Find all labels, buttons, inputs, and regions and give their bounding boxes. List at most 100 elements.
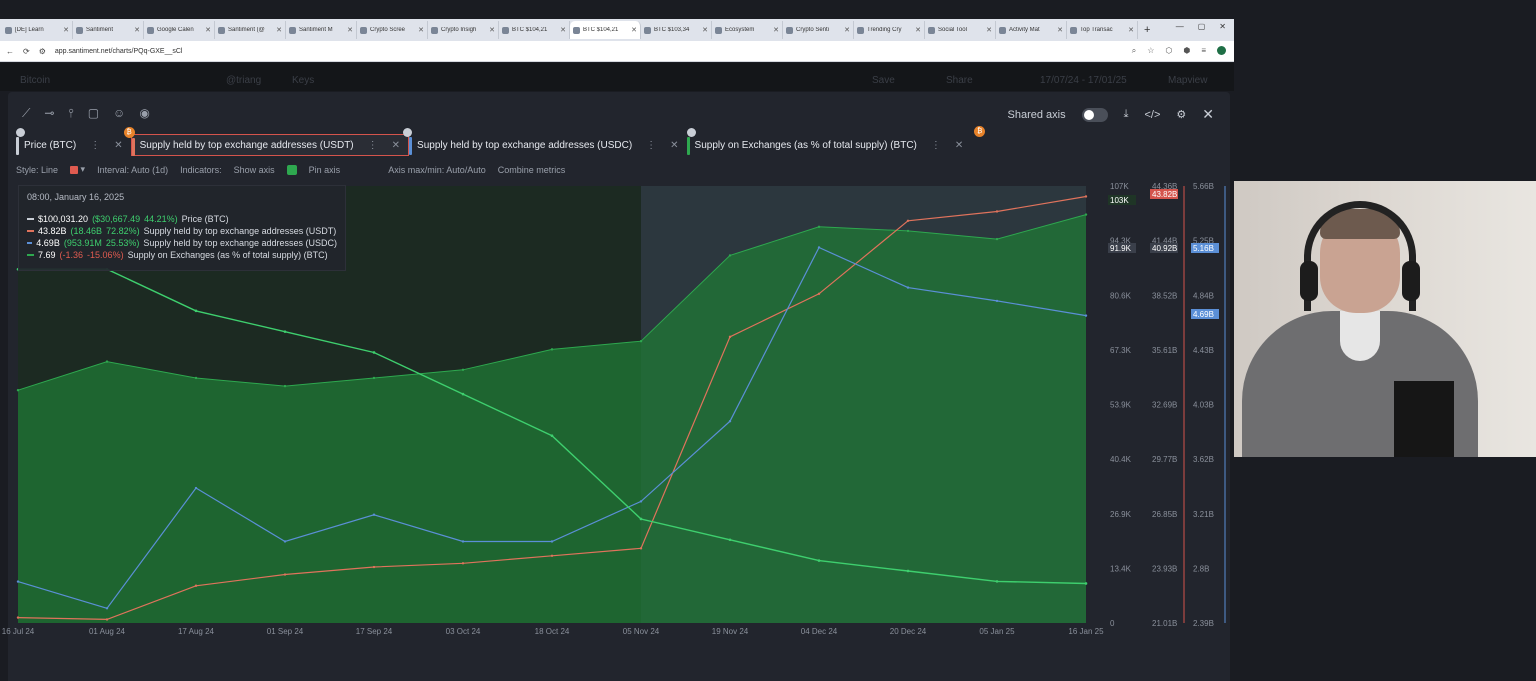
axis-marker-bg — [1191, 243, 1219, 253]
style-select[interactable]: Style: Line — [16, 164, 59, 175]
browser-tab[interactable]: Ecosystem ✕ — [712, 21, 783, 39]
metric-remove-icon[interactable]: ✕ — [391, 139, 401, 151]
browser-tab[interactable]: BTC $104,21 ✕ — [570, 21, 641, 39]
usdt-point — [372, 565, 376, 569]
embed-code-icon[interactable]: </> — [1144, 108, 1161, 121]
axis-minmax-select[interactable]: Axis max/min: Auto/Auto — [388, 164, 486, 175]
axis-marker-label: 103K — [1110, 196, 1129, 205]
headphones-icon — [1304, 201, 1416, 311]
minimize-icon[interactable]: — — [1175, 22, 1184, 31]
browser-tab[interactable]: Santiment M ✕ — [286, 21, 357, 39]
emoji-tool-icon[interactable]: ☺ — [113, 106, 126, 120]
site-info-icon[interactable]: ⚙ — [38, 46, 46, 56]
metric-menu-icon[interactable]: ⋮ — [367, 139, 378, 151]
browser-tab[interactable]: BTC $103,34 ✕ — [641, 21, 712, 39]
x-tick-label: 16 Jan 25 — [1068, 627, 1104, 636]
download-icon[interactable]: ⤓ — [1123, 108, 1129, 120]
browser-tab[interactable]: Santiment (@ ✕ — [215, 21, 286, 39]
download-icon[interactable]: ≡ — [1201, 46, 1206, 55]
tab-close-icon[interactable]: ✕ — [418, 27, 424, 34]
tab-close-icon[interactable]: ✕ — [276, 27, 282, 34]
usdt-point — [16, 616, 20, 619]
browser-tab[interactable]: Social Tool ✕ — [925, 21, 996, 39]
show-axis-checkbox[interactable] — [286, 164, 297, 175]
zoom-icon[interactable]: ⌕ — [1131, 46, 1137, 55]
browser-tab[interactable]: Santiment ✕ — [73, 21, 144, 39]
url-text[interactable]: app.santiment.net/charts/PQq-GXE__sCl — [54, 47, 183, 55]
tab-close-icon[interactable]: ✕ — [773, 27, 779, 34]
metric-chip-supply-on-exchanges[interactable]: Supply on Exchanges (as % of total suppl… — [686, 126, 986, 156]
combine-metrics-button[interactable]: Combine metrics — [497, 164, 566, 175]
browser-tab[interactable]: Crypto Insigh ✕ — [428, 21, 499, 39]
new-tab-icon[interactable]: + — [1144, 24, 1151, 36]
chart-tooltip: 08:00, January 16, 2025 $100,031.20 ($30,… — [18, 185, 346, 271]
x-tick-label: 04 Dec 24 — [801, 627, 838, 636]
metric-color-bar — [409, 137, 413, 155]
tab-close-icon[interactable]: ✕ — [63, 27, 69, 34]
back-icon[interactable]: ← — [6, 46, 14, 56]
price-point — [550, 348, 554, 351]
metric-menu-icon[interactable]: ⋮ — [90, 139, 101, 151]
y-tick-label: 3.62B — [1193, 455, 1214, 464]
hline-tool-icon[interactable]: ⊸ — [44, 106, 55, 120]
settings-gear-icon[interactable]: ⚙ — [1176, 109, 1187, 121]
reload-icon[interactable]: ⟳ — [23, 46, 30, 56]
browser-tab[interactable]: Activity Mat ✕ — [996, 21, 1067, 39]
line-tool-icon[interactable]: ⟋ — [22, 106, 31, 120]
metric-menu-icon[interactable]: ⋮ — [646, 139, 657, 151]
eye-icon[interactable]: ◉ — [139, 106, 150, 120]
metric-chip-usdc[interactable]: Supply held by top exchange addresses (U… — [403, 128, 687, 156]
y-tick-label: 29.77B — [1152, 455, 1177, 464]
browser-tab[interactable]: Top Transac ✕ — [1067, 21, 1138, 39]
tab-close-icon[interactable]: ✕ — [134, 27, 140, 34]
metric-chip-usdt[interactable]: ₿ Supply held by top exchange addresses … — [123, 127, 410, 156]
browser-tab[interactable]: Crypto Senti ✕ — [783, 21, 854, 39]
tab-close-icon[interactable]: ✕ — [205, 27, 211, 34]
address-bar[interactable]: ← ⟳ ⚙ app.santiment.net/charts/PQq-GXE__… — [0, 41, 1234, 62]
chart-canvas[interactable]: 16 Jul 24 01 Aug 24 17 Aug 24 01 Sep 24 17 S… — [0, 0, 1234, 681]
indicators-select[interactable]: Indicators: — [180, 164, 222, 175]
color-swatch[interactable]: ▾ — [70, 164, 85, 175]
tab-close-icon[interactable]: ✕ — [702, 27, 708, 34]
chart-actions: Shared axis ⤓ </> ⚙ ✕ — [1008, 106, 1214, 123]
metric-remove-icon[interactable]: ✕ — [114, 139, 123, 151]
bg-range: 17/07/24 - 17/01/25 — [1040, 75, 1127, 86]
tab-close-icon[interactable]: ✕ — [844, 27, 850, 34]
extension-icon[interactable]: ⬡ — [1165, 46, 1173, 55]
pin-axis-option[interactable]: Pin axis — [308, 164, 341, 175]
browser-tab[interactable]: [DE] Learn ✕ — [2, 21, 73, 39]
close-icon[interactable]: ✕ — [1202, 106, 1214, 122]
vline-tool-icon[interactable]: ⫯ — [68, 106, 74, 120]
metric-menu-icon[interactable]: ⋮ — [930, 139, 941, 151]
tab-close-icon[interactable]: ✕ — [1057, 27, 1063, 34]
tab-close-icon[interactable]: ✕ — [1128, 27, 1134, 34]
close-window-icon[interactable]: ✕ — [1219, 22, 1226, 31]
browser-tab[interactable]: Google Calen ✕ — [144, 21, 215, 39]
tab-favicon-icon — [76, 26, 83, 34]
browser-tab[interactable]: BTC $104,21 ✕ — [499, 21, 570, 39]
tab-favicon-icon — [786, 26, 793, 34]
metric-chip-price[interactable]: Price (BTC) ⋮ ✕ — [16, 128, 131, 156]
metric-remove-icon[interactable]: ✕ — [954, 139, 964, 151]
profile-avatar[interactable] — [1217, 46, 1226, 55]
bookmark-star-icon[interactable]: ☆ — [1147, 46, 1155, 55]
tab-close-icon[interactable]: ✕ — [347, 27, 353, 34]
metric-remove-icon[interactable]: ✕ — [670, 139, 679, 151]
shared-axis-toggle[interactable] — [1081, 107, 1108, 122]
y-tick-label: 67.3K — [1110, 346, 1132, 355]
tab-close-icon[interactable]: ✕ — [560, 27, 566, 34]
tab-close-icon[interactable]: ✕ — [489, 27, 495, 34]
browser-tab[interactable]: Crypto Scree ✕ — [357, 21, 428, 39]
tab-close-icon[interactable]: ✕ — [631, 27, 637, 34]
maximize-icon[interactable]: ▢ — [1197, 22, 1206, 31]
usdc-point — [728, 420, 732, 423]
browser-tab[interactable]: Trending Cry ✕ — [854, 21, 925, 39]
note-tool-icon[interactable]: ▢ — [87, 106, 100, 120]
tab-close-icon[interactable]: ✕ — [915, 27, 921, 34]
interval-select[interactable]: Interval: Auto (1d) — [97, 164, 169, 175]
puzzle-icon[interactable]: ⬢ — [1183, 46, 1191, 55]
usdc-point — [639, 500, 643, 503]
window-controls: — ▢ ✕ — [1176, 22, 1226, 31]
tab-close-icon[interactable]: ✕ — [986, 27, 992, 34]
tooltip-change: (953.91M — [63, 238, 102, 248]
